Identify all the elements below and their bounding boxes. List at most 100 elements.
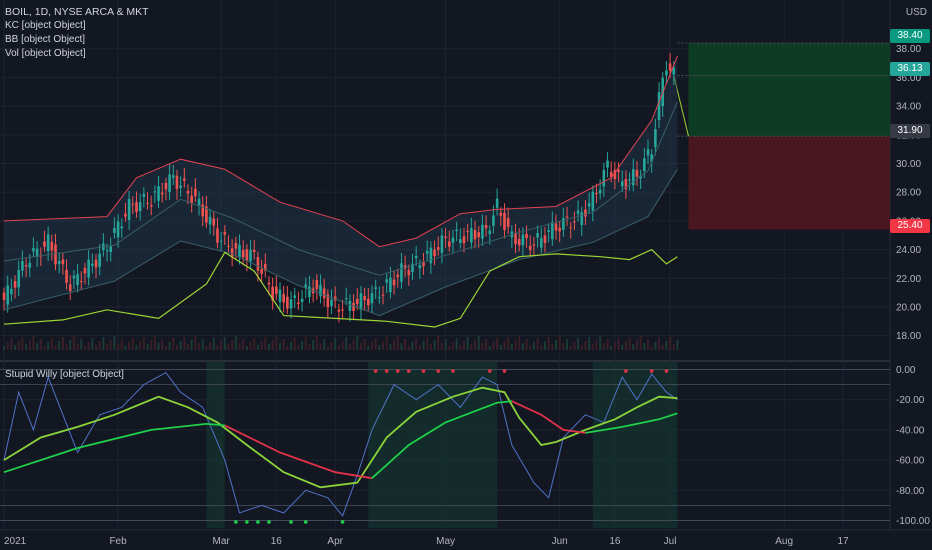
candle-body [525,233,528,239]
volume-bar [418,345,421,350]
volume-bar [36,343,39,350]
candle [352,294,355,321]
price-axis-label: 36.00 [896,73,921,84]
volume-bar [481,343,484,350]
volume-bar [345,337,348,350]
candle [477,226,481,248]
volume-bar [271,340,274,350]
candle-body [289,299,293,309]
candle [355,288,359,310]
volume-bar [459,345,462,350]
candle [536,225,539,248]
candle-body [68,284,72,292]
candle [396,268,400,288]
indicator-bb-label[interactable]: BB [object Object] [5,34,86,45]
candle-body [98,253,101,267]
candle-body [374,287,377,289]
osc-series-line [224,424,373,480]
volume-bar [175,345,178,350]
candle-body [451,237,455,243]
candle [624,170,628,199]
volume-bar [518,336,521,350]
candle [609,161,613,183]
volume-bar [558,336,561,350]
candle [587,192,591,214]
candle-body [562,218,565,230]
candle-body [617,170,620,173]
candle [367,288,370,311]
indicator-kc-label[interactable]: KC [object Object] [5,20,86,31]
osc-overbought-marker [421,369,426,373]
candle [28,254,32,278]
candle-body [484,224,488,229]
osc-overbought-marker [384,369,389,373]
volume-bar [61,337,64,350]
volume-bar [334,338,337,350]
volume-bar [448,346,451,350]
candle-body [87,259,90,278]
volume-bar [617,338,620,350]
volume-bar [146,344,149,350]
candle [447,230,451,252]
candle [551,211,554,246]
volume-bar [32,336,35,350]
candle-body [230,248,234,258]
candle-body [219,240,223,242]
candle [230,239,234,267]
volume-bar [588,337,591,350]
candle [61,252,65,275]
volume-bar [613,342,616,350]
candle [646,139,650,164]
candle [94,253,98,279]
candle [197,191,201,216]
candle [565,206,569,226]
candle-body [576,210,580,214]
candle [628,172,631,191]
candle-body [54,244,57,265]
symbol-title[interactable]: BOIL, 1D, NYSE ARCA & MKT [5,6,149,18]
candle [495,188,499,216]
candle [120,218,124,239]
volume-bar [80,339,83,350]
volume-bar [216,345,219,350]
volume-bar [212,338,215,350]
osc-oversold-marker [289,520,293,524]
oscillator-label[interactable]: Stupid Willy [object Object] [5,369,124,380]
osc-overbought-marker [649,369,654,373]
volume-bar [242,339,245,350]
candle [157,175,160,209]
candle [374,279,377,300]
volume-bar [363,339,366,350]
candle [403,255,407,278]
candle [363,287,366,310]
candle-body [499,212,503,216]
volume-bar [356,336,359,350]
candle [65,259,68,290]
volume-bar [54,345,57,350]
candle-body [654,129,657,148]
candle [76,263,79,293]
candle [440,228,444,264]
candle [219,231,223,251]
price-axis-label: 18.00 [896,331,921,342]
osc-zone [592,362,678,528]
candle-body [2,292,6,300]
price-axis-label: 34.00 [896,102,921,113]
candle-body [528,245,532,251]
candle-body [149,205,153,207]
volume-bar [43,346,46,350]
candle-body [91,263,94,266]
candle-body [194,188,197,197]
candle-body [183,178,186,181]
indicator-vol-label[interactable]: Vol [object Object] [5,48,86,59]
candle-body [216,228,219,243]
candle-body [190,195,193,204]
candle-body [462,236,466,244]
volume-bar [477,336,480,350]
volume-bar [69,340,72,350]
candle-body [587,203,591,207]
candle-body [65,269,68,283]
candle-body [263,263,267,271]
volume-bar [161,339,164,350]
